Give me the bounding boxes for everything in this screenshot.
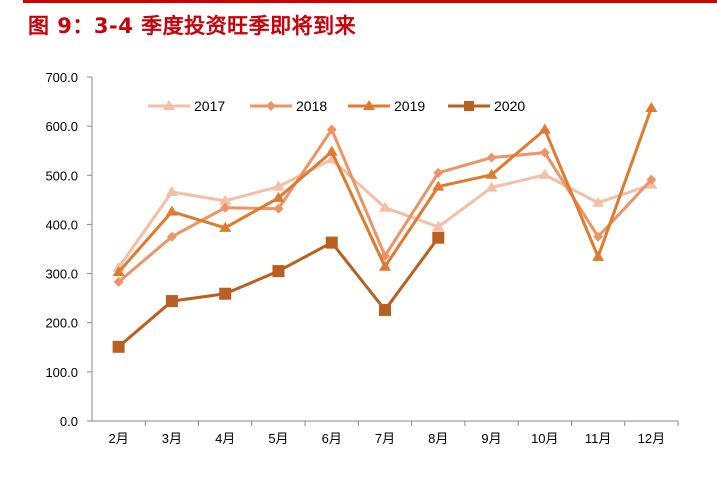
data-point-2019 (272, 191, 285, 202)
data-point-2020 (325, 236, 338, 249)
data-point-2019 (112, 266, 125, 277)
legend-marker-2017 (163, 100, 175, 110)
data-point-2020 (219, 287, 232, 300)
data-point-2017 (379, 201, 391, 212)
data-point-2018 (433, 167, 444, 178)
data-point-2018 (113, 276, 124, 287)
data-point-2018 (326, 124, 337, 135)
title-rule (23, 0, 717, 3)
data-point-2020 (379, 303, 391, 316)
legend-label-2017: 2017 (194, 98, 225, 114)
data-point-2018 (593, 231, 604, 242)
y-tick-label: 300.0 (45, 267, 78, 282)
data-point-2019 (165, 205, 178, 216)
x-tick-label: 4月 (215, 431, 235, 446)
y-tick-label: 200.0 (45, 316, 78, 331)
data-point-2019 (379, 260, 391, 271)
legend-label-2018: 2018 (296, 98, 327, 114)
data-point-2017 (272, 180, 285, 191)
y-tick-label: 500.0 (45, 168, 78, 183)
data-point-2018 (486, 152, 497, 163)
data-point-2017 (592, 196, 605, 207)
x-tick-label: 5月 (268, 431, 288, 446)
x-tick-label: 11月 (585, 431, 612, 446)
legend-marker-2020 (464, 101, 474, 111)
data-point-2017 (485, 181, 498, 192)
y-tick-label: 100.0 (45, 365, 78, 380)
data-point-2018 (166, 231, 177, 242)
data-point-2019 (592, 250, 605, 261)
legend-label-2020: 2020 (494, 98, 525, 114)
data-point-2020 (272, 265, 285, 278)
x-tick-label: 12月 (638, 431, 665, 446)
y-tick-label: 600.0 (45, 119, 78, 134)
data-point-2020 (112, 340, 125, 353)
legend-marker-2019 (363, 100, 375, 110)
data-point-2018 (273, 203, 284, 214)
legend-marker-2018 (266, 101, 276, 111)
x-tick-label: 8月 (428, 431, 448, 446)
data-point-2020 (165, 295, 178, 308)
data-point-2019 (325, 145, 338, 156)
x-tick-label: 6月 (322, 431, 342, 446)
data-point-2020 (432, 231, 445, 244)
x-tick-label: 10月 (531, 431, 558, 446)
data-point-2017 (165, 185, 178, 196)
y-tick-label: 700.0 (45, 70, 78, 85)
legend-label-2019: 2019 (394, 98, 425, 114)
data-point-2017 (432, 220, 445, 231)
chart-title: 图 9：3-4 季度投资旺季即将到来 (28, 14, 357, 38)
data-point-2019 (432, 180, 445, 191)
series-line-2019 (117, 107, 653, 274)
x-tick-label: 9月 (481, 431, 501, 446)
data-point-2019 (485, 168, 498, 179)
series-line-2020 (117, 236, 440, 348)
data-point-2019 (219, 221, 232, 232)
y-tick-label: 0.0 (60, 414, 78, 429)
data-point-2019 (538, 123, 551, 134)
data-point-2018 (539, 147, 550, 158)
x-tick-label: 2月 (109, 431, 129, 446)
data-point-2018 (220, 202, 231, 213)
data-point-2019 (645, 101, 658, 112)
data-point-2017 (219, 194, 232, 205)
data-point-2018 (646, 174, 657, 185)
x-tick-label: 7月 (375, 431, 395, 446)
data-point-2017 (538, 168, 551, 179)
y-tick-label: 400.0 (45, 217, 78, 232)
x-tick-label: 3月 (162, 431, 182, 446)
